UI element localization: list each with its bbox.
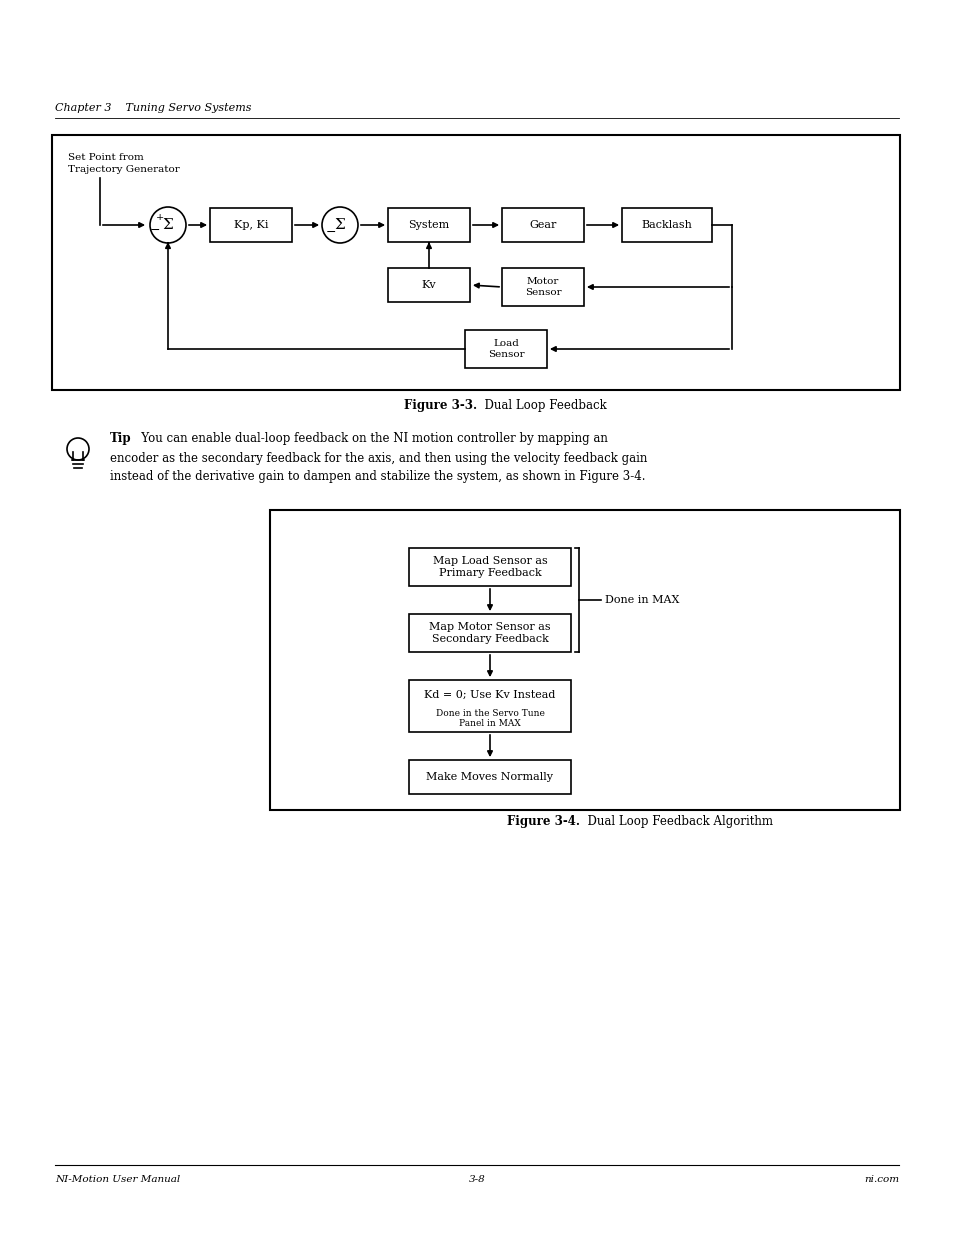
Text: Σ: Σ bbox=[162, 219, 173, 232]
Bar bbox=[210, 207, 292, 242]
Text: Tip: Tip bbox=[110, 432, 132, 445]
Text: +: + bbox=[155, 212, 164, 221]
Bar bbox=[270, 510, 899, 810]
Bar bbox=[409, 548, 571, 585]
Text: Done in the Servo Tune: Done in the Servo Tune bbox=[436, 709, 544, 718]
Text: System: System bbox=[408, 220, 449, 230]
Text: −: − bbox=[150, 224, 160, 236]
Text: Kd = 0; Use Kv Instead: Kd = 0; Use Kv Instead bbox=[424, 690, 555, 700]
Text: Dual Loop Feedback Algorithm: Dual Loop Feedback Algorithm bbox=[579, 815, 772, 829]
Bar bbox=[621, 207, 711, 242]
Text: Make Moves Normally: Make Moves Normally bbox=[426, 772, 553, 782]
Text: Figure 3-3.: Figure 3-3. bbox=[403, 399, 476, 411]
Bar bbox=[501, 207, 583, 242]
Text: Set Point from: Set Point from bbox=[68, 152, 144, 162]
Text: NI-Motion User Manual: NI-Motion User Manual bbox=[55, 1176, 180, 1184]
Bar bbox=[464, 330, 546, 368]
Text: encoder as the secondary feedback for the axis, and then using the velocity feed: encoder as the secondary feedback for th… bbox=[110, 452, 647, 466]
Text: Gear: Gear bbox=[529, 220, 557, 230]
Bar bbox=[501, 268, 583, 306]
Bar bbox=[409, 614, 571, 652]
Text: Done in MAX: Done in MAX bbox=[604, 595, 679, 605]
Text: Backlash: Backlash bbox=[640, 220, 692, 230]
Text: 3-8: 3-8 bbox=[468, 1176, 485, 1184]
Text: Map Load Sensor as
Primary Feedback: Map Load Sensor as Primary Feedback bbox=[432, 556, 547, 578]
Text: −: − bbox=[325, 226, 335, 238]
Bar bbox=[388, 207, 470, 242]
Bar bbox=[409, 680, 571, 732]
Text: Panel in MAX: Panel in MAX bbox=[458, 720, 520, 729]
Bar bbox=[52, 135, 899, 390]
Text: Kv: Kv bbox=[421, 280, 436, 290]
Text: ni.com: ni.com bbox=[863, 1176, 898, 1184]
Text: Chapter 3    Tuning Servo Systems: Chapter 3 Tuning Servo Systems bbox=[55, 103, 252, 112]
Text: Trajectory Generator: Trajectory Generator bbox=[68, 164, 179, 173]
Text: Kp, Ki: Kp, Ki bbox=[233, 220, 268, 230]
Text: Figure 3-4.: Figure 3-4. bbox=[506, 815, 579, 829]
Bar bbox=[409, 760, 571, 794]
Text: Map Motor Sensor as
Secondary Feedback: Map Motor Sensor as Secondary Feedback bbox=[429, 622, 550, 643]
Text: Load
Sensor: Load Sensor bbox=[487, 340, 524, 358]
Text: Σ: Σ bbox=[335, 219, 345, 232]
Text: instead of the derivative gain to dampen and stabilize the system, as shown in F: instead of the derivative gain to dampen… bbox=[110, 471, 645, 483]
Text: You can enable dual-loop feedback on the NI motion controller by mapping an: You can enable dual-loop feedback on the… bbox=[130, 432, 607, 445]
Text: Dual Loop Feedback: Dual Loop Feedback bbox=[476, 399, 606, 411]
Bar bbox=[388, 268, 470, 303]
Text: Motor
Sensor: Motor Sensor bbox=[524, 278, 560, 296]
